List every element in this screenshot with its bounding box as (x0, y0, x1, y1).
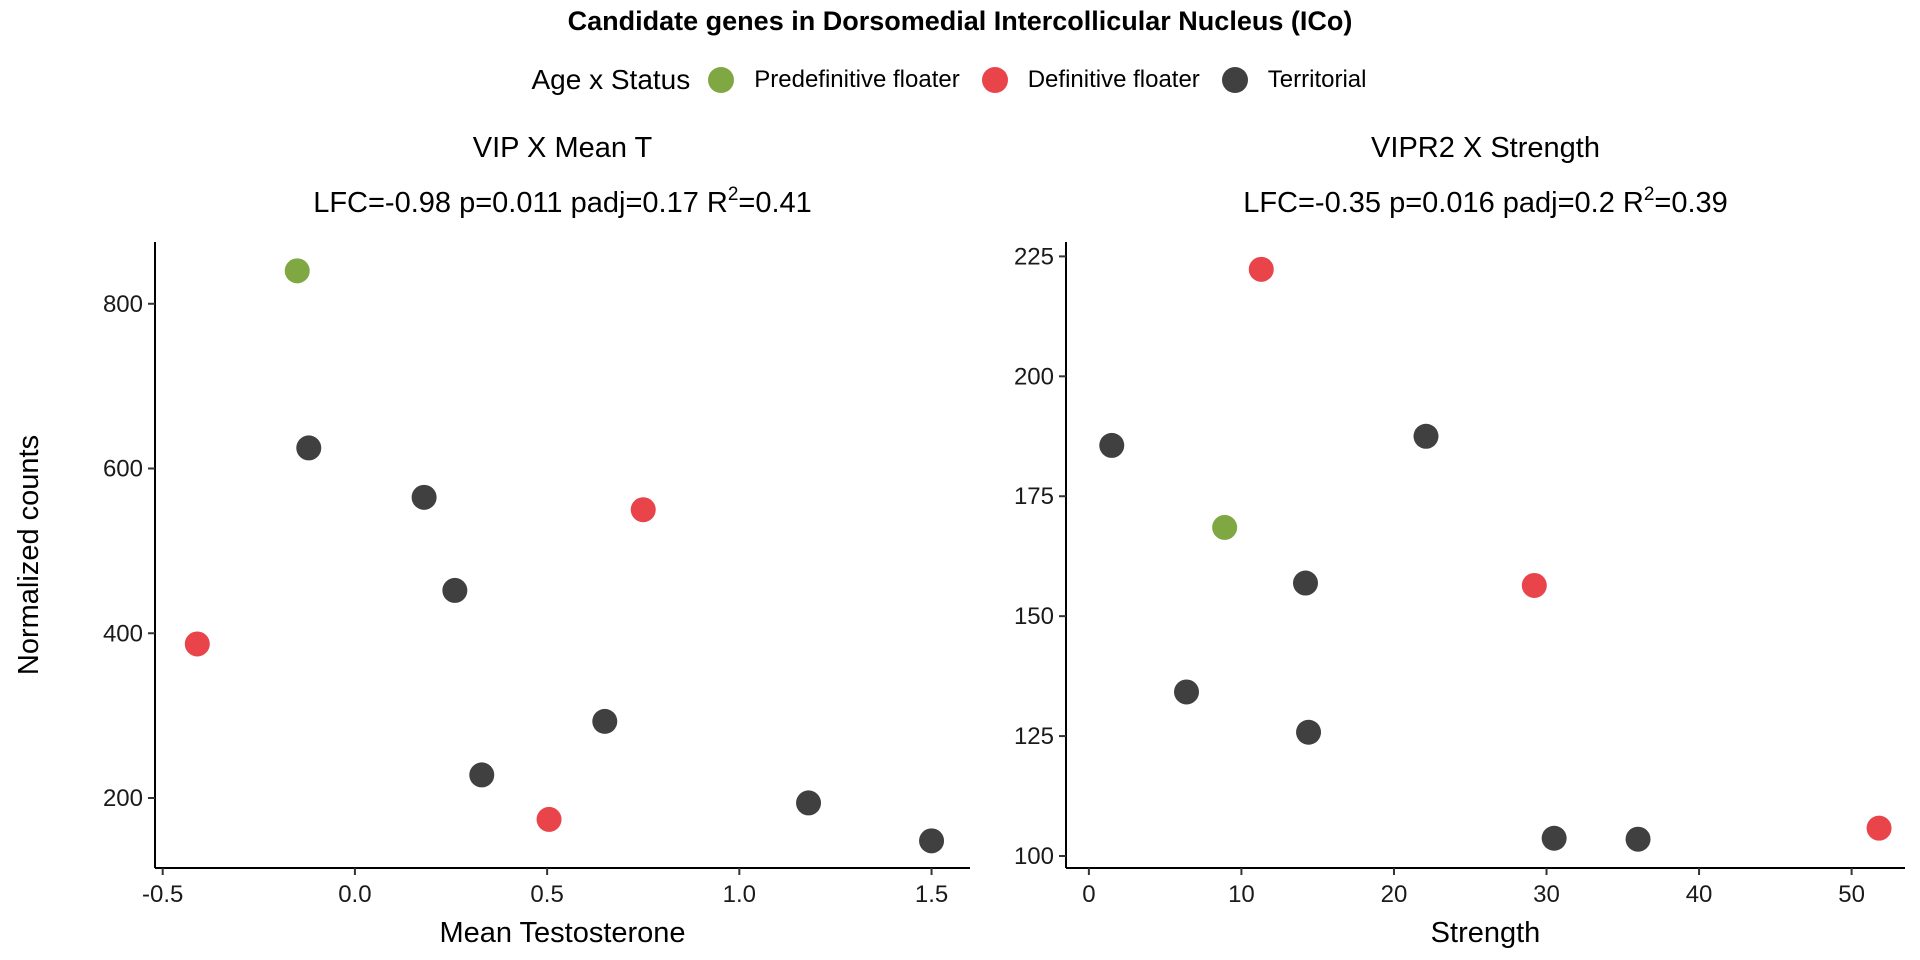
panel2-x-tick-label: 40 (1686, 881, 1713, 908)
panel2-y-tick-label: 100 (1014, 843, 1054, 870)
panel1-data-point (469, 762, 495, 788)
panel2-x-axis-label: Strength (1431, 917, 1541, 949)
panel2-data-point (1248, 256, 1274, 282)
chart-main-title: Candidate genes in Dorsomedial Intercoll… (567, 6, 1353, 36)
panel1-title: VIP X Mean T (473, 132, 653, 164)
panel1-data-point (536, 806, 562, 832)
panel1-data-point (284, 258, 310, 284)
panel1-data-point (796, 790, 822, 816)
panel2-subtitle: LFC=-0.35 p=0.016 padj=0.2 R2=0.39 (1243, 184, 1728, 219)
panel1-data-point (296, 435, 322, 461)
panel1-y-tick-label: 400 (103, 620, 143, 647)
panel1-data-point (442, 577, 468, 603)
panel1-x-tick-label: 0.0 (338, 881, 371, 908)
panel1-data-point (919, 828, 945, 854)
panel1-x-tick-label: 0.5 (530, 881, 563, 908)
panel1-x-tick-label: 1.0 (723, 881, 756, 908)
panel2-y-tick-label: 175 (1014, 483, 1054, 510)
panel1-x-axis-label: Mean Testosterone (439, 917, 685, 949)
panel1-x-tick-label: 1.5 (915, 881, 948, 908)
legend-swatch-territorial (1221, 67, 1248, 93)
panel1-y-tick-label: 600 (103, 456, 143, 483)
panel2-data-point (1413, 423, 1439, 449)
panel2-data-point (1292, 570, 1318, 596)
panel2-data-point (1521, 572, 1547, 598)
legend: Age x Status Predefinitive floater Defin… (0, 64, 1920, 96)
panel1-data-point (184, 631, 210, 657)
panel1-y-axis-label: Normalized counts (13, 435, 45, 675)
panel2-data-point (1099, 432, 1125, 458)
panel2-x-tick-label: 20 (1381, 881, 1408, 908)
legend-label-predefinitive-floater: Predefinitive floater (754, 66, 960, 93)
panel1-subtitle: LFC=-0.98 p=0.011 padj=0.17 R2=0.41 (313, 184, 812, 219)
panel2-data-point (1296, 719, 1322, 745)
panel2-y-tick-label: 200 (1014, 363, 1054, 390)
panel2-x-tick-label: 30 (1533, 881, 1560, 908)
panel2-x-tick-label: 10 (1228, 881, 1255, 908)
panel1-y-tick-label: 200 (103, 785, 143, 812)
legend-item-predefinitive-floater: Predefinitive floater (708, 66, 960, 94)
panel2-x-tick-label: 50 (1838, 881, 1865, 908)
panel1-x-tick-label: -0.5 (142, 881, 183, 908)
panel2-y-tick-label: 125 (1014, 723, 1054, 750)
panel1-data-point (411, 484, 437, 510)
legend-title: Age x Status (531, 64, 691, 95)
legend-swatch-predefinitive-floater (708, 67, 735, 93)
panel2-y-tick-label: 150 (1014, 603, 1054, 630)
panel1-y-tick-label: 800 (103, 291, 143, 318)
legend-label-territorial: Territorial (1267, 66, 1367, 93)
panel1-data-point (630, 497, 656, 523)
panel2-data-point (1212, 514, 1238, 540)
panel2-x-tick-label: 0 (1082, 881, 1095, 908)
panel2-data-point (1625, 826, 1651, 852)
legend-item-territorial: Territorial (1221, 66, 1367, 94)
legend-item-definitive-floater: Definitive floater (981, 66, 1200, 94)
panel2-y-tick-label: 225 (1014, 243, 1054, 270)
panel2-title: VIPR2 X Strength (1371, 132, 1600, 164)
panel2-data-point (1866, 815, 1892, 841)
panel2-data-point (1541, 825, 1567, 851)
panel2-data-point (1174, 679, 1200, 705)
legend-label-definitive-floater: Definitive floater (1027, 66, 1200, 93)
panel1-data-point (592, 708, 618, 734)
legend-swatch-definitive-floater (981, 67, 1008, 93)
